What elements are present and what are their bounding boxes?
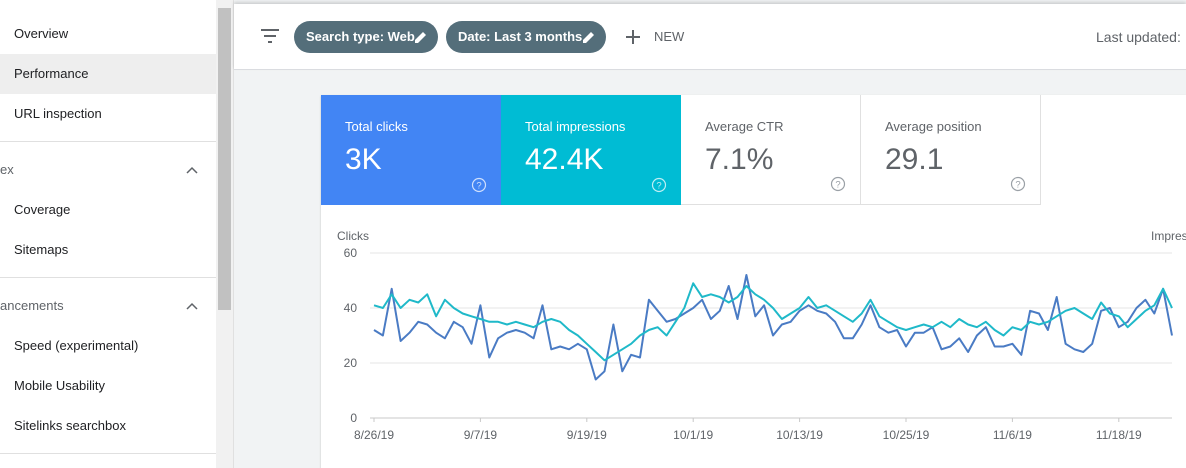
x-tick-label: 10/13/19 bbox=[776, 428, 823, 442]
sidebar-item-label: URL inspection bbox=[14, 106, 102, 121]
sidebar-item-label: Speed (experimental) bbox=[14, 338, 139, 353]
x-tick-label: 10/25/19 bbox=[883, 428, 930, 442]
sidebar-item-label: Mobile Usability bbox=[14, 378, 106, 393]
metric-value: 42.4K bbox=[525, 143, 604, 176]
metric-value: 3K bbox=[345, 143, 382, 176]
last-updated-text: Last updated: bbox=[1096, 29, 1181, 45]
svg-text:?: ? bbox=[1015, 180, 1020, 191]
sidebar-item-coverage[interactable]: Coverage bbox=[0, 190, 216, 230]
metric-value: 7.1% bbox=[705, 143, 774, 176]
metric-label: Average position bbox=[885, 119, 982, 134]
x-tick-label: 10/1/19 bbox=[673, 428, 713, 442]
metric-label: Total impressions bbox=[525, 119, 626, 134]
plus-icon bbox=[626, 30, 640, 44]
chart-ylabel-left: Clicks bbox=[337, 229, 369, 243]
date-range-chip[interactable]: Date: Last 3 months bbox=[446, 21, 606, 53]
sidebar: Overview Performance URL inspection ex C… bbox=[0, 0, 234, 468]
x-tick-label: 11/6/19 bbox=[993, 428, 1032, 442]
sidebar-item-label: Performance bbox=[14, 66, 89, 81]
x-tick-label: 9/7/19 bbox=[464, 428, 498, 442]
sidebar-item-url-inspection[interactable]: URL inspection bbox=[0, 94, 216, 134]
performance-line-chart[interactable]: 0 20 40 60 8/26/19 9/7/19 9/19/19 10/1/19 10/13/… bbox=[321, 205, 1186, 468]
edit-icon bbox=[583, 32, 594, 43]
chart-ylabel-right: Impres bbox=[1151, 229, 1186, 243]
metric-average-position[interactable]: Average position 29.1 ? bbox=[861, 95, 1041, 205]
sidebar-item-label: Overview bbox=[14, 26, 69, 41]
sidebar-item-label: Sitelinks searchbox bbox=[14, 418, 126, 433]
sidebar-item-mobile-usability[interactable]: Mobile Usability bbox=[0, 366, 216, 406]
search-type-chip[interactable]: Search type: Web bbox=[294, 21, 438, 53]
sidebar-scrollbar-thumb[interactable] bbox=[218, 8, 231, 310]
chevron-up-icon bbox=[186, 302, 198, 310]
sidebar-divider bbox=[0, 141, 216, 142]
help-icon[interactable]: ? bbox=[651, 177, 667, 193]
x-tick-label: 8/26/19 bbox=[354, 428, 394, 442]
help-icon[interactable]: ? bbox=[471, 177, 487, 193]
sidebar-item-label: Coverage bbox=[14, 202, 71, 217]
sidebar-item-label: Sitemaps bbox=[14, 242, 69, 257]
sidebar-divider bbox=[0, 453, 216, 454]
section-header-index[interactable]: ex bbox=[0, 150, 216, 190]
clicks-series-line bbox=[373, 274, 1173, 381]
filter-icon[interactable] bbox=[258, 24, 282, 48]
chevron-up-icon bbox=[186, 166, 198, 174]
help-icon[interactable]: ? bbox=[830, 176, 846, 192]
impressions-series-line bbox=[373, 282, 1173, 362]
metric-total-clicks[interactable]: Total clicks 3K ? bbox=[321, 95, 501, 205]
sidebar-item-speed[interactable]: Speed (experimental) bbox=[0, 326, 216, 366]
svg-text:?: ? bbox=[656, 181, 661, 192]
chip-label: Date: Last 3 months bbox=[458, 29, 583, 44]
x-tick-label: 11/18/19 bbox=[1096, 428, 1142, 442]
new-button-label: NEW bbox=[654, 29, 685, 44]
svg-text:?: ? bbox=[835, 180, 840, 191]
new-filter-button[interactable]: NEW bbox=[624, 21, 684, 53]
metric-value: 29.1 bbox=[885, 143, 944, 176]
section-header-label: ancements bbox=[0, 298, 64, 313]
x-tick-label: 9/19/19 bbox=[567, 428, 607, 442]
metric-label: Total clicks bbox=[345, 119, 408, 134]
chip-label: Search type: Web bbox=[306, 29, 415, 44]
sidebar-item-performance[interactable]: Performance bbox=[0, 54, 216, 94]
section-header-label: ex bbox=[0, 162, 14, 177]
metric-total-impressions[interactable]: Total impressions 42.4K ? bbox=[501, 95, 681, 205]
sidebar-item-sitelinks-searchbox[interactable]: Sitelinks searchbox bbox=[0, 406, 216, 446]
sidebar-item-sitemaps[interactable]: Sitemaps bbox=[0, 230, 216, 270]
help-icon[interactable]: ? bbox=[1010, 176, 1026, 192]
metric-average-ctr[interactable]: Average CTR 7.1% ? bbox=[681, 95, 861, 205]
y-tick-label: 40 bbox=[344, 301, 358, 315]
metric-label: Average CTR bbox=[705, 119, 784, 134]
sidebar-item-overview[interactable]: Overview bbox=[0, 14, 216, 54]
svg-text:?: ? bbox=[476, 181, 481, 192]
y-tick-label: 20 bbox=[344, 356, 358, 370]
filter-toolbar: Search type: Web Date: Last 3 months NEW… bbox=[234, 4, 1186, 70]
sidebar-divider bbox=[0, 277, 216, 278]
performance-card: Total clicks 3K ? Total impressions 42.4… bbox=[321, 95, 1186, 468]
y-tick-label: 60 bbox=[344, 246, 358, 260]
edit-icon bbox=[415, 32, 426, 43]
section-header-enhancements[interactable]: ancements bbox=[0, 286, 216, 326]
y-tick-label: 0 bbox=[350, 411, 357, 425]
